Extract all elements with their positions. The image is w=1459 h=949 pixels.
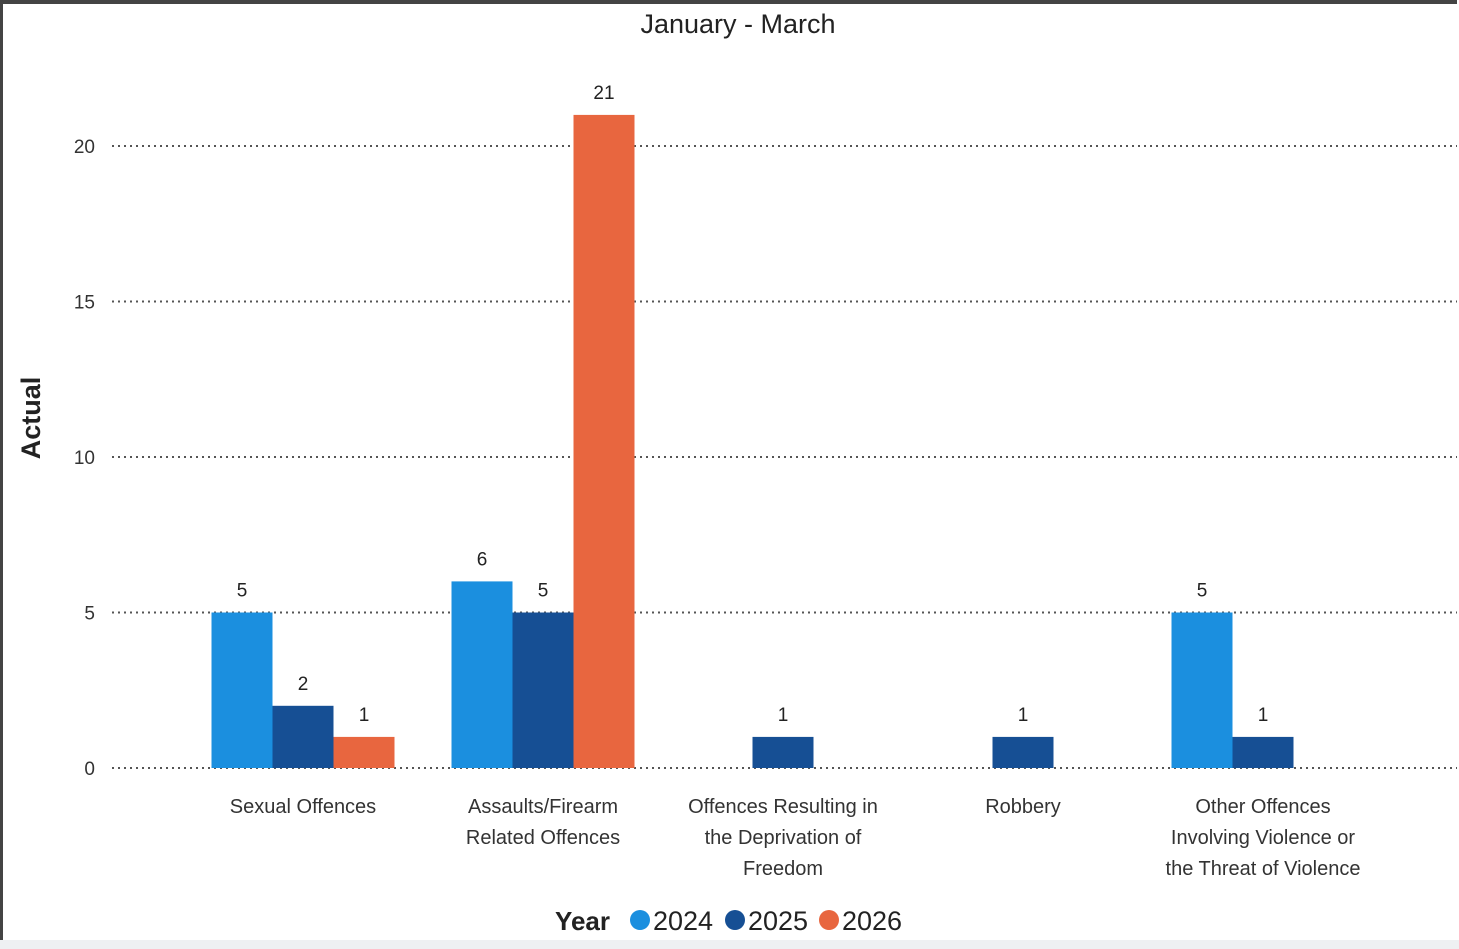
y-axis-ticks: 0 5 10 15 20	[74, 137, 95, 780]
data-label: 5	[237, 581, 248, 602]
legend-label: 2025	[748, 906, 808, 936]
bar-2025	[512, 612, 574, 768]
y-tick-label: 15	[74, 293, 95, 314]
bar-2026	[573, 114, 635, 768]
category-label: Assaults/Firearm	[468, 796, 618, 818]
bar-2024	[451, 581, 513, 768]
bar-2025	[1232, 736, 1294, 768]
category-label: Related Offences	[466, 827, 620, 849]
bar-2024	[1171, 612, 1233, 768]
category-label: Other Offences	[1195, 796, 1330, 818]
data-label: 1	[778, 705, 789, 726]
legend-marker-2025	[725, 910, 745, 930]
gridlines	[112, 145, 1457, 769]
legend-label: 2024	[653, 906, 713, 936]
category-label: the Deprivation of	[705, 827, 862, 849]
bars	[211, 114, 1294, 768]
legend-marker-2024	[630, 910, 650, 930]
bar-2025	[992, 736, 1054, 768]
category-label: Robbery	[985, 796, 1061, 818]
y-axis-label: Actual	[16, 377, 46, 460]
legend-title: Year	[555, 906, 610, 936]
chart-title: January - March	[640, 9, 835, 39]
data-label: 5	[538, 581, 549, 602]
legend-marker-2026	[819, 910, 839, 930]
data-label: 1	[359, 705, 370, 726]
category-labels: Sexual Offences Assaults/Firearm Related O…	[230, 796, 1361, 880]
bottom-strip	[0, 940, 1459, 949]
data-label: 21	[593, 83, 614, 104]
y-tick-label: 20	[74, 137, 95, 158]
data-label: 2	[298, 674, 309, 695]
category-label: the Threat of Violence	[1166, 858, 1361, 880]
category-label: Offences Resulting in	[688, 796, 878, 818]
category-label: Sexual Offences	[230, 796, 376, 818]
bar-2025	[752, 736, 814, 768]
y-tick-label: 10	[74, 448, 95, 469]
legend: Year 2024 2025 2026	[555, 906, 902, 936]
data-label: 5	[1197, 581, 1208, 602]
legend-label: 2026	[842, 906, 902, 936]
y-tick-label: 5	[84, 604, 95, 625]
bar-2024	[211, 612, 273, 768]
category-label: Freedom	[743, 858, 823, 880]
data-label: 6	[477, 549, 488, 570]
data-label: 1	[1258, 705, 1269, 726]
y-tick-label: 0	[84, 759, 95, 780]
data-label: 1	[1018, 705, 1029, 726]
bar-2025	[272, 705, 334, 768]
bar-2026	[333, 736, 395, 768]
category-label: Involving Violence or	[1171, 827, 1356, 849]
